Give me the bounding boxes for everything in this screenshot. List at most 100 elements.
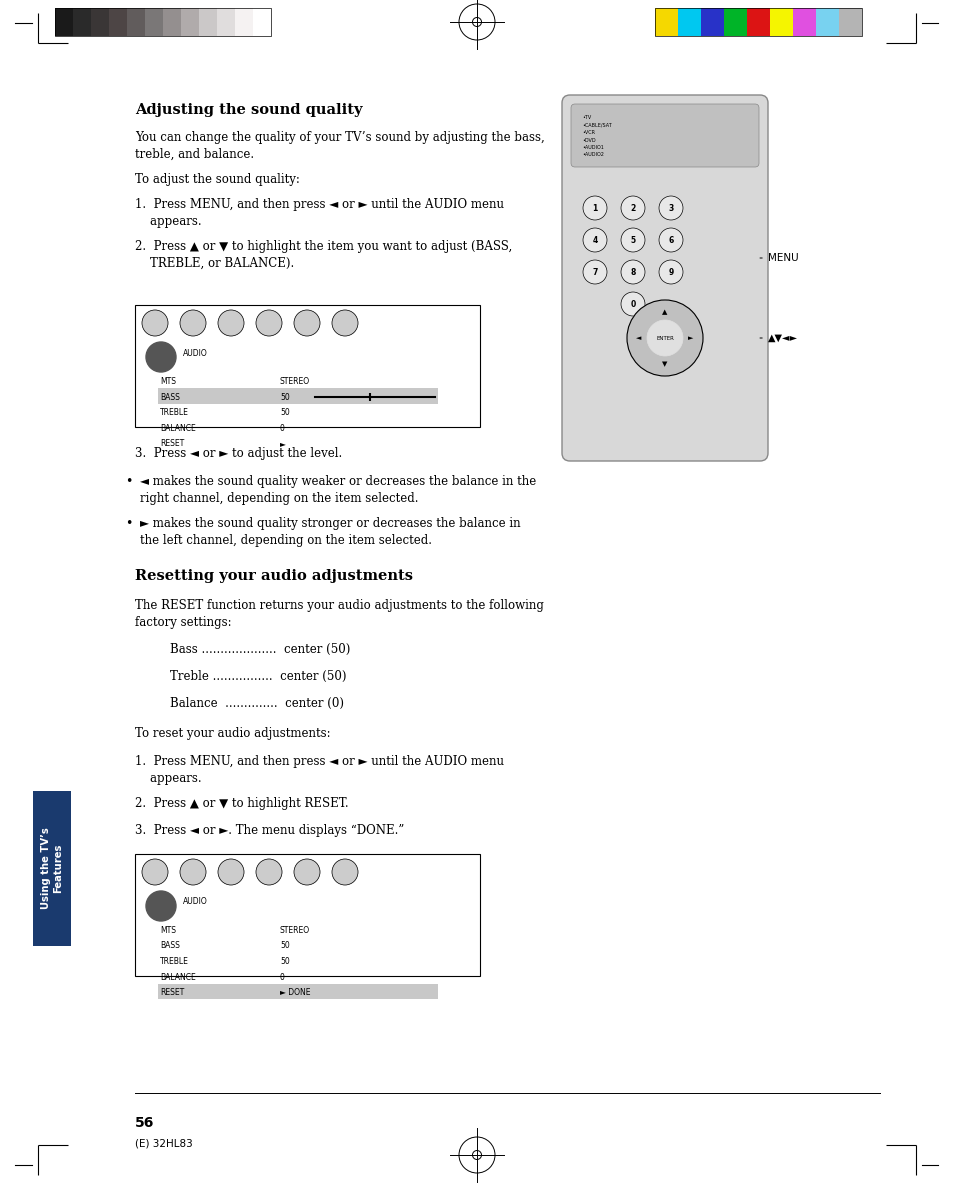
Text: ►: ► xyxy=(688,335,693,341)
Text: 7: 7 xyxy=(592,267,598,277)
Text: 50: 50 xyxy=(280,942,290,950)
Text: RESET: RESET xyxy=(160,988,184,997)
Circle shape xyxy=(332,310,357,336)
Text: STEREO: STEREO xyxy=(280,925,310,935)
Text: To adjust the sound quality:: To adjust the sound quality: xyxy=(135,173,299,187)
Bar xyxy=(655,8,678,36)
Text: 50: 50 xyxy=(280,958,290,966)
Bar xyxy=(746,8,769,36)
Circle shape xyxy=(659,196,682,220)
Text: ◄: ◄ xyxy=(636,335,641,341)
Bar xyxy=(792,8,815,36)
Bar xyxy=(158,388,437,404)
Text: 2.  Press ▲ or ▼ to highlight the item you want to adjust (BASS,
    TREBLE, or : 2. Press ▲ or ▼ to highlight the item yo… xyxy=(135,240,512,270)
Text: 6: 6 xyxy=(668,235,673,245)
Bar xyxy=(73,8,91,36)
Bar xyxy=(199,8,216,36)
Circle shape xyxy=(218,310,244,336)
Text: BALANCE: BALANCE xyxy=(160,973,195,981)
Bar xyxy=(723,8,746,36)
Text: ▼: ▼ xyxy=(661,361,667,367)
FancyBboxPatch shape xyxy=(561,95,767,461)
Text: STEREO: STEREO xyxy=(280,377,310,386)
Circle shape xyxy=(255,310,282,336)
Text: MTS: MTS xyxy=(160,377,175,386)
Text: •CABLE/SAT: •CABLE/SAT xyxy=(581,122,611,127)
Text: 3.  Press ◄ or ►. The menu displays “DONE.”: 3. Press ◄ or ►. The menu displays “DONE… xyxy=(135,824,404,838)
Text: •: • xyxy=(125,475,132,488)
FancyBboxPatch shape xyxy=(571,105,759,168)
Text: MENU: MENU xyxy=(767,253,798,263)
Text: •TV: •TV xyxy=(581,115,591,120)
Bar xyxy=(145,8,163,36)
Circle shape xyxy=(332,859,357,885)
Bar xyxy=(163,8,181,36)
Text: 2: 2 xyxy=(630,203,635,213)
Text: ▲: ▲ xyxy=(661,309,667,315)
Text: 50: 50 xyxy=(280,407,290,417)
Circle shape xyxy=(620,260,644,284)
Text: Using the TV’s
Features: Using the TV’s Features xyxy=(41,827,63,909)
Bar xyxy=(181,8,199,36)
Bar xyxy=(655,8,862,36)
Bar xyxy=(109,8,127,36)
Bar xyxy=(127,8,145,36)
Text: TREBLE: TREBLE xyxy=(160,407,189,417)
Bar xyxy=(135,305,479,426)
Text: 2.  Press ▲ or ▼ to highlight RESET.: 2. Press ▲ or ▼ to highlight RESET. xyxy=(135,797,348,810)
Text: AUDIO: AUDIO xyxy=(183,348,208,358)
Text: 9: 9 xyxy=(668,267,673,277)
Bar xyxy=(55,8,73,36)
Text: ► DONE: ► DONE xyxy=(280,988,310,997)
Text: BASS: BASS xyxy=(160,392,180,402)
Text: Bass ....................  center (50): Bass .................... center (50) xyxy=(170,643,350,656)
Bar xyxy=(216,8,234,36)
Bar xyxy=(769,8,792,36)
Circle shape xyxy=(180,859,206,885)
Bar xyxy=(678,8,700,36)
Text: 3: 3 xyxy=(668,203,673,213)
Text: 0: 0 xyxy=(280,423,285,432)
Bar xyxy=(135,854,479,977)
Bar xyxy=(253,8,271,36)
Text: •AUDIO2: •AUDIO2 xyxy=(581,152,603,158)
Bar xyxy=(55,8,271,36)
Circle shape xyxy=(146,891,175,921)
Circle shape xyxy=(659,260,682,284)
Text: ENTER: ENTER xyxy=(656,335,673,341)
Text: 8: 8 xyxy=(630,267,635,277)
Circle shape xyxy=(142,859,168,885)
Text: ►: ► xyxy=(280,440,286,448)
Text: MTS: MTS xyxy=(160,925,175,935)
Text: •VCR: •VCR xyxy=(581,129,595,135)
Text: ◄ makes the sound quality weaker or decreases the balance in the
right channel, : ◄ makes the sound quality weaker or decr… xyxy=(140,475,536,505)
Circle shape xyxy=(142,310,168,336)
Text: Balance  ..............  center (0): Balance .............. center (0) xyxy=(170,697,344,710)
Bar xyxy=(234,8,253,36)
Circle shape xyxy=(255,859,282,885)
Text: 3.  Press ◄ or ► to adjust the level.: 3. Press ◄ or ► to adjust the level. xyxy=(135,447,342,460)
Text: TREBLE: TREBLE xyxy=(160,958,189,966)
Bar xyxy=(91,8,109,36)
Text: 56: 56 xyxy=(135,1116,154,1130)
Circle shape xyxy=(582,260,606,284)
Text: Resetting your audio adjustments: Resetting your audio adjustments xyxy=(135,569,413,583)
Text: •AUDIO1: •AUDIO1 xyxy=(581,145,603,150)
Text: Treble ................  center (50): Treble ................ center (50) xyxy=(170,670,346,683)
Text: •: • xyxy=(125,517,132,530)
Bar xyxy=(33,790,71,946)
Circle shape xyxy=(626,301,702,375)
Circle shape xyxy=(620,292,644,316)
Text: RESET: RESET xyxy=(160,440,184,448)
Text: BASS: BASS xyxy=(160,942,180,950)
Text: 1.  Press MENU, and then press ◄ or ► until the AUDIO menu
    appears.: 1. Press MENU, and then press ◄ or ► unt… xyxy=(135,198,503,228)
Text: (E) 32HL83: (E) 32HL83 xyxy=(135,1138,193,1148)
Text: You can change the quality of your TV’s sound by adjusting the bass,
treble, and: You can change the quality of your TV’s … xyxy=(135,131,544,162)
Circle shape xyxy=(294,310,319,336)
Text: •DVD: •DVD xyxy=(581,138,595,143)
Text: 0: 0 xyxy=(630,299,635,309)
Circle shape xyxy=(180,310,206,336)
Text: Adjusting the sound quality: Adjusting the sound quality xyxy=(135,103,362,116)
Circle shape xyxy=(646,320,682,356)
Circle shape xyxy=(218,859,244,885)
